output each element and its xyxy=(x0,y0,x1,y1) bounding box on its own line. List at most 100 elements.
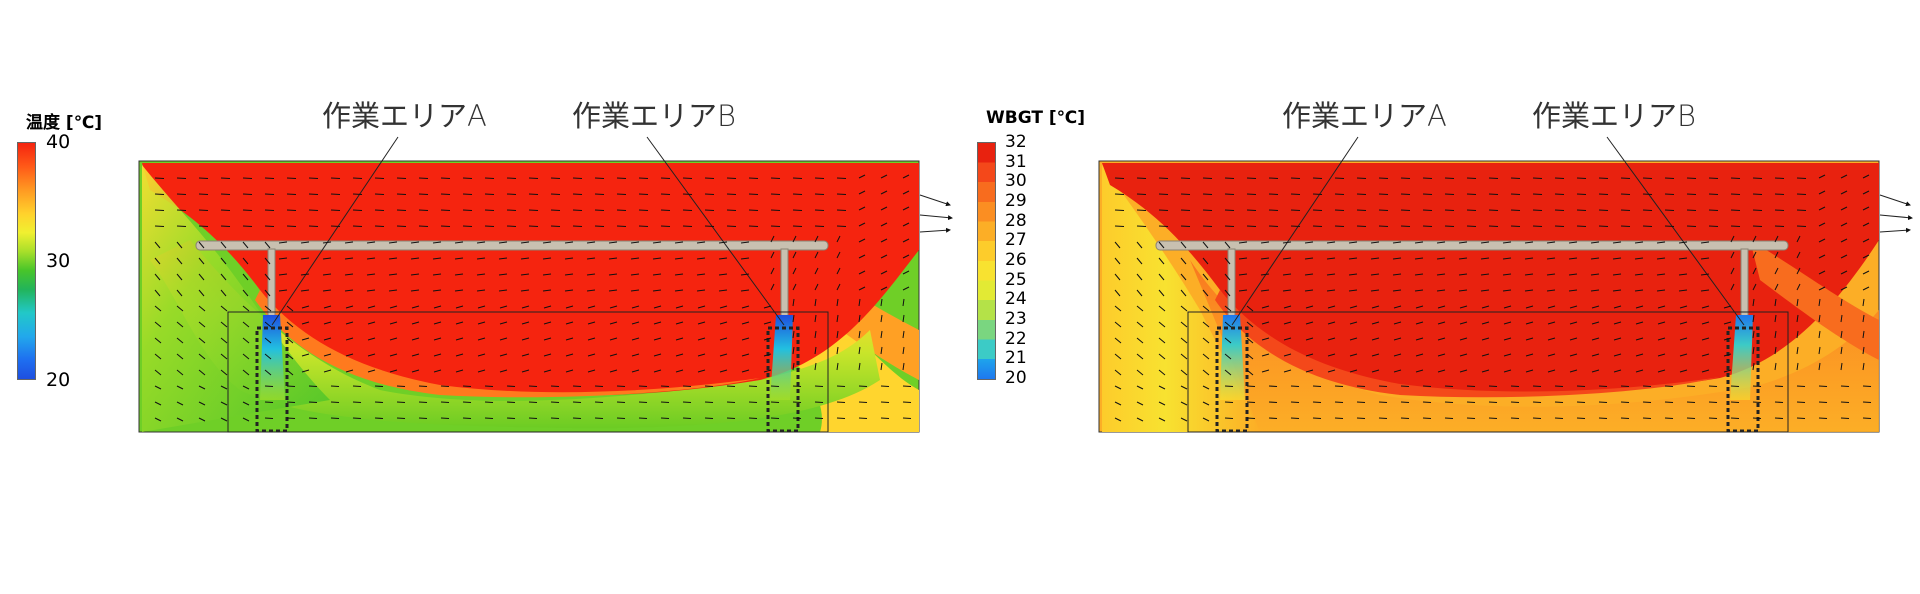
velocity-vector xyxy=(1444,177,1455,179)
velocity-vector xyxy=(1796,298,1799,307)
velocity-vector xyxy=(264,417,274,419)
velocity-vector xyxy=(792,314,795,323)
velocity-vector xyxy=(609,321,618,325)
velocity-vector xyxy=(264,353,272,360)
velocity-vector xyxy=(1576,177,1587,179)
velocity-vector xyxy=(1202,369,1210,376)
velocity-vector xyxy=(902,238,910,243)
velocity-vector xyxy=(1796,193,1807,195)
velocity-vector xyxy=(572,401,582,403)
velocity-vector xyxy=(1554,417,1564,419)
velocity-vector xyxy=(1730,251,1735,259)
velocity-vector xyxy=(278,273,288,276)
velocity-vector xyxy=(1840,314,1843,323)
velocity-vector xyxy=(520,289,530,292)
velocity-vector xyxy=(521,369,530,373)
velocity-vector xyxy=(323,305,332,309)
velocity-vector xyxy=(1840,401,1850,403)
velocity-vector xyxy=(1510,417,1520,419)
velocity-vector xyxy=(586,273,596,276)
velocity-vector xyxy=(301,353,310,357)
velocity-vector xyxy=(198,289,205,297)
velocity-vector xyxy=(1437,321,1446,325)
velocity-vector xyxy=(1238,257,1248,260)
velocity-vector xyxy=(1532,401,1542,403)
velocity-vector xyxy=(374,401,384,403)
velocity-vector xyxy=(300,241,310,244)
velocity-vector xyxy=(770,193,781,195)
velocity-vector xyxy=(1246,225,1257,227)
velocity-vector xyxy=(477,337,486,341)
velocity-vector xyxy=(675,337,684,341)
velocity-vector xyxy=(1620,385,1630,387)
velocity-vector xyxy=(1136,273,1143,281)
velocity-vector xyxy=(1422,177,1433,179)
velocity-vector xyxy=(264,257,271,265)
velocity-vector xyxy=(1312,193,1323,195)
velocity-vector xyxy=(1818,174,1826,179)
velocity-vector xyxy=(609,353,618,357)
velocity-vector xyxy=(638,177,649,179)
velocity-vector xyxy=(1481,321,1490,325)
velocity-vector xyxy=(1642,385,1652,387)
velocity-vector xyxy=(1282,257,1292,260)
velocity-vector xyxy=(1532,417,1542,419)
velocity-vector xyxy=(1679,353,1688,357)
velocity-vector xyxy=(741,321,750,325)
velocity-vector xyxy=(1348,273,1358,276)
velocity-vector xyxy=(154,417,162,422)
velocity-vector xyxy=(1613,305,1622,309)
velocity-vector xyxy=(1202,241,1209,249)
velocity-vector xyxy=(1136,369,1144,376)
velocity-vector xyxy=(1158,305,1166,312)
temperature-tick-min: 20 xyxy=(46,369,71,391)
velocity-vector xyxy=(1260,289,1270,292)
velocity-vector xyxy=(726,177,737,179)
velocity-vector xyxy=(1862,270,1870,275)
velocity-vector xyxy=(1305,321,1314,325)
velocity-vector xyxy=(220,321,228,328)
velocity-vector xyxy=(374,225,385,227)
velocity-vector xyxy=(308,193,319,195)
velocity-vector xyxy=(814,177,825,179)
velocity-vector xyxy=(1590,241,1600,244)
velocity-vector xyxy=(352,417,362,419)
velocity-vector xyxy=(1414,273,1424,276)
velocity-vector xyxy=(1796,267,1801,275)
velocity-vector xyxy=(1246,177,1257,179)
velocity-vector xyxy=(1510,401,1520,403)
velocity-vector xyxy=(264,369,272,376)
velocity-vector xyxy=(1774,177,1785,179)
velocity-vector xyxy=(1378,401,1388,403)
velocity-vector xyxy=(814,330,817,339)
velocity-vector xyxy=(1569,369,1578,373)
velocity-vector xyxy=(454,289,464,292)
velocity-vector xyxy=(1370,289,1380,292)
velocity-vector xyxy=(1158,289,1165,297)
velocity-vector xyxy=(718,241,728,244)
velocity-vector xyxy=(286,385,296,387)
velocity-vector xyxy=(1348,241,1358,244)
velocity-vector xyxy=(410,289,420,292)
velocity-vector xyxy=(1238,273,1248,276)
velocity-vector xyxy=(1598,225,1609,227)
velocity-vector xyxy=(1459,369,1468,373)
velocity-vector xyxy=(770,177,781,179)
velocity-vector xyxy=(1180,289,1187,297)
velocity-vector xyxy=(1840,362,1843,371)
velocity-vector xyxy=(1503,321,1512,325)
velocity-vector xyxy=(498,289,508,292)
velocity-vector xyxy=(1547,321,1556,325)
velocity-vector xyxy=(1481,305,1490,309)
velocity-vector xyxy=(748,401,758,403)
velocity-vector xyxy=(1700,289,1710,292)
wbgt-area-a-label: 作業エリアA xyxy=(1282,99,1447,133)
velocity-vector xyxy=(220,177,231,179)
velocity-vector xyxy=(1862,254,1870,259)
velocity-vector xyxy=(1370,241,1380,244)
velocity-vector xyxy=(154,193,165,195)
velocity-vector xyxy=(880,238,888,243)
velocity-vector xyxy=(1568,273,1578,276)
velocity-vector xyxy=(630,273,640,276)
velocity-vector xyxy=(763,337,772,341)
